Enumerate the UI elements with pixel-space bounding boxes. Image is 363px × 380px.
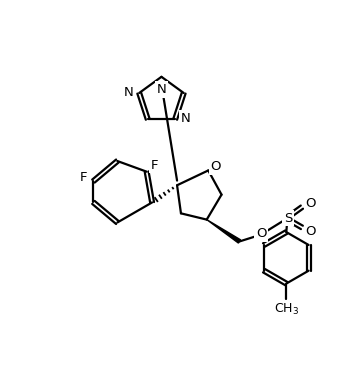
Text: F: F <box>151 159 158 172</box>
Text: N: N <box>156 83 166 96</box>
Text: O: O <box>305 197 316 210</box>
Text: F: F <box>80 171 87 184</box>
Text: N: N <box>181 112 191 126</box>
Text: O: O <box>256 227 266 240</box>
Text: N: N <box>181 112 191 125</box>
Text: O: O <box>211 160 221 173</box>
Polygon shape <box>207 220 241 243</box>
Text: CH$_3$: CH$_3$ <box>274 301 299 317</box>
Text: O: O <box>305 225 316 238</box>
Text: N: N <box>124 87 134 100</box>
Text: N: N <box>124 87 134 100</box>
Text: S: S <box>284 212 292 225</box>
